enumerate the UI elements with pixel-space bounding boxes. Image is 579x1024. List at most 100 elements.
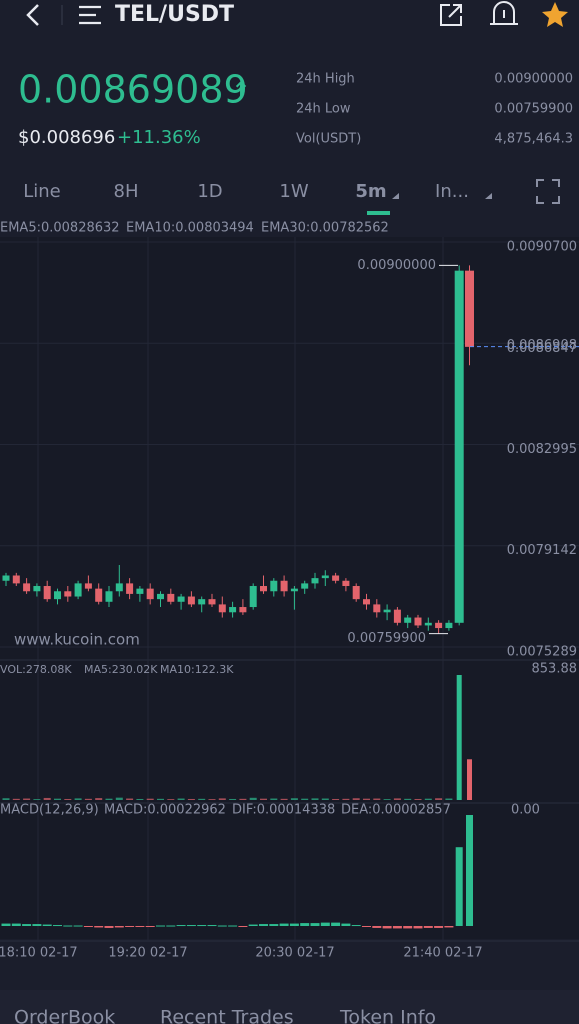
volume-bar [74, 798, 82, 800]
macd-bar [331, 922, 341, 926]
candle-body [126, 583, 134, 594]
macd-bar [444, 926, 454, 928]
volume-bar [218, 798, 226, 800]
menu-icon[interactable] [79, 5, 101, 25]
candle-body [12, 575, 20, 584]
macd-bar [351, 925, 361, 927]
stat-value: 0.00759900 [494, 102, 573, 117]
macd-bar [11, 923, 21, 926]
volume-bar [157, 798, 164, 800]
stats: 24h High 0.00900000 24h Low 0.00759900 Vol(U… [296, 72, 573, 147]
volume-bar [126, 798, 134, 800]
macd-bar [372, 926, 382, 928]
candle-body [435, 622, 443, 629]
bottom-tab[interactable]: Recent Trades [160, 1007, 294, 1024]
stat-label: 24h High [296, 72, 355, 87]
current-price-label: 0.0086908 [507, 338, 577, 353]
candle-body [373, 604, 381, 613]
candle-body [33, 586, 41, 592]
candle-body [260, 586, 267, 592]
volume-bar [33, 799, 41, 800]
volume-bar [95, 798, 103, 800]
volume-bar [12, 798, 20, 800]
x-tick-label: 19:20 02-17 [108, 946, 187, 961]
candle-body [424, 622, 432, 626]
macd-bar [320, 922, 330, 926]
pair-title: TEL/USDT [115, 2, 234, 27]
candle-body [342, 580, 350, 587]
volume-bar [54, 798, 61, 800]
macd-bar [104, 926, 114, 928]
volume-bar [352, 798, 360, 800]
chart-area [0, 237, 579, 939]
candle-body [383, 609, 391, 613]
volume-bar [249, 797, 257, 800]
candle-body [445, 622, 453, 629]
share-icon[interactable] [440, 4, 462, 26]
volume-bar [393, 798, 401, 800]
volume-bar [311, 798, 319, 800]
volume-bar [290, 798, 298, 800]
macd-bar [207, 925, 217, 927]
candle-body [454, 270, 464, 623]
candle-body [270, 580, 278, 592]
macd-bar [392, 926, 402, 929]
stat-label: 24h Low [296, 102, 351, 117]
candlestick-chart: EMA5:0.00828632 EMA10:0.00803494 EMA30:0.0… [0, 221, 579, 961]
volume-bar [260, 798, 267, 800]
back-button[interactable] [26, 4, 39, 26]
candle-body [208, 599, 216, 605]
candle-body [218, 604, 226, 613]
candle-body [321, 575, 329, 579]
y-tick-label: 0.0090700 [507, 240, 577, 255]
stat-value: 4,875,464.3 [494, 132, 573, 147]
low-marker-label: 0.00759900 [347, 631, 426, 646]
candle-body [393, 609, 401, 623]
candle-body [167, 593, 175, 602]
macd-bar [466, 815, 473, 926]
candle-body [301, 583, 309, 589]
macd-bar [403, 926, 413, 929]
macd-bar [362, 926, 371, 927]
y-tick-label: 0.0075289 [507, 645, 577, 660]
macd-bar [423, 926, 433, 928]
macd-bar [413, 926, 423, 929]
candle-body [280, 580, 288, 592]
macd-label: MACD(12,26,9) [0, 803, 99, 818]
tabs: Line 8H 1D 1W 5m In... [23, 181, 469, 202]
interval-tab[interactable]: 1D [197, 181, 222, 202]
volume-bar [456, 675, 462, 800]
interval-tab[interactable]: 1W [279, 181, 308, 202]
volume-bar [229, 798, 237, 800]
favorite-star[interactable] [542, 2, 568, 27]
interval-tab[interactable]: 8H [114, 181, 139, 202]
interval-tab[interactable]: In... [435, 181, 469, 202]
bottom-tabs: OrderBook Recent Trades Token Info [14, 1007, 436, 1024]
ema-label: EMA30:0.00782562 [261, 221, 389, 236]
interval-tab[interactable]: Line [23, 181, 61, 202]
macd-bar [300, 923, 310, 926]
volume-bar [136, 798, 144, 800]
alert-icon[interactable] [490, 1, 518, 25]
candle-body [187, 596, 195, 605]
candle-body [414, 617, 422, 626]
volume-bar [321, 798, 329, 800]
fullscreen-icon[interactable] [536, 179, 560, 204]
volume-bar [414, 798, 422, 800]
volume-bar [280, 798, 288, 800]
volume-bar [239, 798, 247, 800]
macd-label: DEA:0.00002857 [341, 803, 451, 818]
macd-bar [22, 924, 32, 926]
ema-label: EMA10:0.00803494 [126, 221, 254, 236]
macd-bar [176, 925, 186, 927]
volume-bar [23, 798, 31, 800]
macd-bar [310, 923, 320, 926]
volume-bar [467, 759, 472, 800]
volume-bar [84, 798, 92, 800]
volume-label: MA10:122.3K [160, 663, 234, 676]
bottom-tab[interactable]: Token Info [339, 1007, 436, 1024]
volume-bar [373, 798, 381, 800]
interval-tab[interactable]: 5m [355, 181, 386, 202]
bottom-tab[interactable]: OrderBook [14, 1007, 115, 1024]
